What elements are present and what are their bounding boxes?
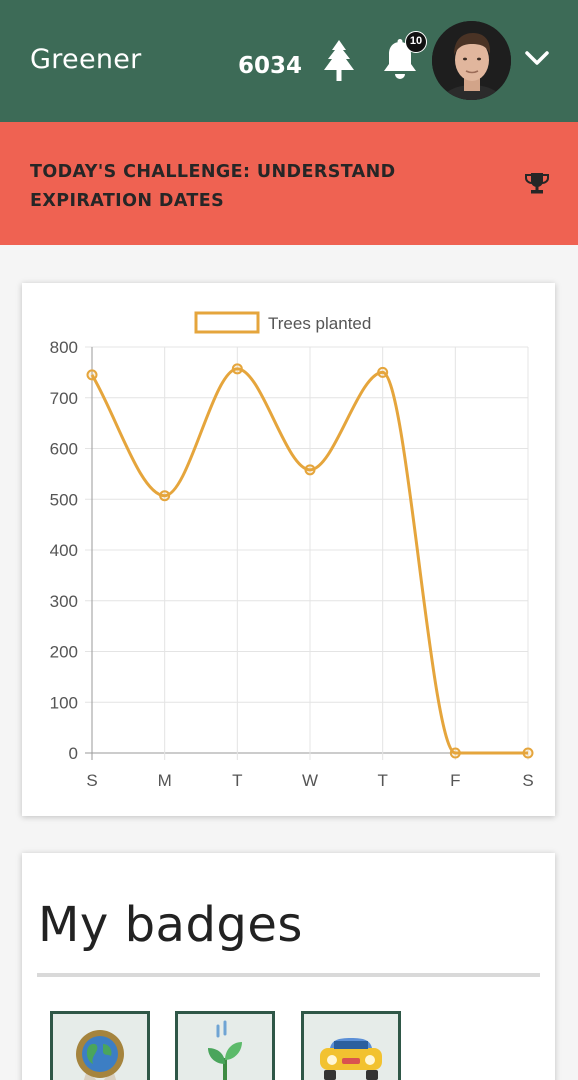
badge-tile[interactable] bbox=[301, 1011, 401, 1080]
trees-planted-chart: 0 100 200 300 400 500 600 700 800 S M T W T F S Trees pl… bbox=[50, 311, 534, 790]
legend-label: Trees planted bbox=[268, 314, 371, 333]
app-header: Greener 6034 10 bbox=[0, 0, 578, 122]
y-tick-label: 600 bbox=[50, 440, 78, 459]
trees-planted-chart-card: 0 100 200 300 400 500 600 700 800 S M T W T F S Trees pl… bbox=[22, 283, 555, 816]
data-point bbox=[377, 366, 389, 378]
badges-title: My badges bbox=[38, 897, 303, 953]
app-brand[interactable]: Greener bbox=[30, 44, 142, 75]
x-tick-label: S bbox=[86, 771, 97, 790]
notifications-button[interactable]: 10 bbox=[380, 31, 427, 84]
daily-challenge-banner[interactable] bbox=[0, 122, 578, 245]
badge-tile[interactable] bbox=[175, 1011, 275, 1080]
y-tick-label: 300 bbox=[50, 592, 78, 611]
avatar-image bbox=[432, 21, 511, 100]
legend-swatch bbox=[194, 311, 260, 334]
x-tick-label: W bbox=[302, 771, 318, 790]
data-point bbox=[304, 464, 316, 476]
data-point bbox=[449, 747, 461, 759]
badges-divider bbox=[37, 973, 540, 977]
sprout-icon bbox=[178, 1014, 272, 1080]
y-tick-label: 700 bbox=[50, 389, 78, 408]
data-point bbox=[86, 369, 98, 381]
badges-card: My badges bbox=[22, 853, 555, 1080]
x-tick-label: T bbox=[232, 771, 242, 790]
y-tick-label: 0 bbox=[69, 744, 78, 763]
tree-icon bbox=[324, 40, 354, 81]
car-icon bbox=[304, 1014, 398, 1080]
data-point bbox=[522, 747, 534, 759]
x-tick-label: M bbox=[158, 771, 172, 790]
y-tick-label: 400 bbox=[50, 541, 78, 560]
user-avatar[interactable] bbox=[432, 21, 511, 100]
chevron-down-icon[interactable] bbox=[524, 48, 550, 70]
y-tick-label: 500 bbox=[50, 490, 78, 509]
badge-tile[interactable] bbox=[50, 1011, 150, 1080]
data-point bbox=[231, 363, 243, 375]
earth-medal-icon bbox=[53, 1014, 147, 1080]
y-tick-label: 200 bbox=[50, 643, 78, 662]
x-tick-label: F bbox=[450, 771, 460, 790]
y-tick-label: 100 bbox=[50, 693, 78, 712]
y-tick-label: 800 bbox=[50, 338, 78, 357]
tree-count: 6034 bbox=[238, 53, 303, 79]
x-tick-label: S bbox=[522, 771, 533, 790]
notification-count-badge: 10 bbox=[405, 31, 427, 53]
series-line bbox=[90, 367, 528, 755]
data-point bbox=[159, 490, 171, 502]
x-tick-label: T bbox=[377, 771, 387, 790]
daily-challenge-text: TODAY'S CHALLENGE: UNDERSTAND EXPIRATION… bbox=[30, 162, 396, 211]
trophy-icon bbox=[525, 173, 549, 194]
